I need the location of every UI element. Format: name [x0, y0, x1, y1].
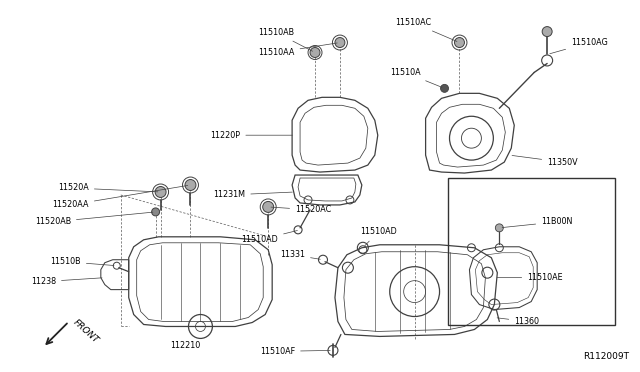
Text: 11350V: 11350V [512, 155, 578, 167]
Text: 11B00N: 11B00N [502, 217, 573, 228]
Text: 11331: 11331 [280, 250, 320, 259]
Text: 11510AD: 11510AD [360, 227, 397, 246]
Circle shape [152, 208, 159, 216]
Text: 11510AC: 11510AC [395, 18, 457, 41]
Text: 11520AB: 11520AB [35, 212, 153, 227]
Text: 11510AD: 11510AD [241, 231, 298, 244]
Circle shape [310, 48, 320, 58]
Text: 11510AF: 11510AF [260, 347, 330, 356]
Circle shape [454, 38, 465, 48]
Text: 11510A: 11510A [390, 68, 442, 87]
Text: 11510B: 11510B [51, 257, 114, 266]
Text: 11360: 11360 [497, 317, 540, 326]
Circle shape [495, 224, 503, 232]
Text: 11520AC: 11520AC [271, 205, 332, 214]
Text: 11520A: 11520A [58, 183, 158, 192]
Text: 11510AE: 11510AE [497, 273, 563, 282]
Text: 11231M: 11231M [213, 190, 292, 199]
Text: 11520AA: 11520AA [52, 186, 188, 209]
Circle shape [185, 180, 196, 190]
Text: R112009T: R112009T [583, 352, 629, 361]
Circle shape [155, 186, 166, 198]
Circle shape [262, 202, 274, 212]
Circle shape [335, 38, 345, 48]
Bar [447, 178, 615, 326]
Circle shape [440, 84, 449, 92]
Text: 112210: 112210 [170, 341, 200, 350]
Circle shape [542, 26, 552, 36]
Text: FRONT: FRONT [71, 318, 100, 345]
Text: 11510AA: 11510AA [258, 43, 337, 57]
Text: 11510AB: 11510AB [258, 28, 312, 51]
Text: 11238: 11238 [31, 277, 102, 286]
Text: 11220P: 11220P [211, 131, 292, 140]
Text: 11510AG: 11510AG [550, 38, 608, 54]
